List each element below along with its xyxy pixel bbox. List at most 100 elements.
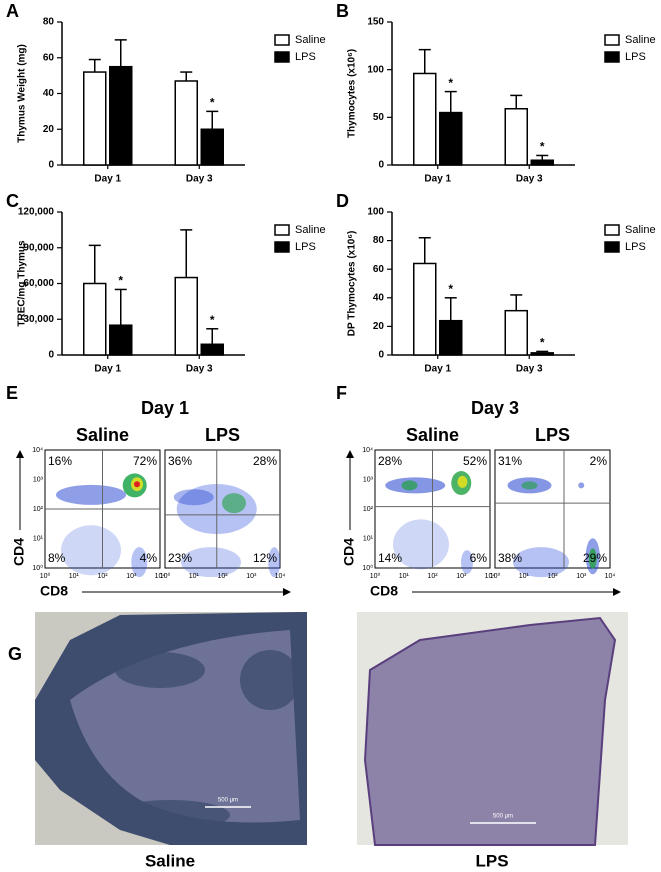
quadrant-percent: 2%: [590, 454, 608, 468]
x-tick-label: 10⁴: [485, 573, 496, 580]
plot-title: Saline: [406, 425, 459, 445]
cell-cluster: [578, 482, 585, 489]
y-axis-label: TREC/mg Thymus: [17, 240, 28, 327]
arrow-head: [16, 450, 24, 458]
x-tick-label: 10²: [547, 573, 558, 580]
quadrant-percent: 38%: [498, 551, 522, 565]
y-tick-label: 10²: [363, 506, 374, 513]
cell-cluster: [401, 480, 418, 491]
x-tick-label: 10⁰: [160, 572, 171, 580]
y-tick-label: 0: [378, 160, 384, 171]
y-axis-label: Thymocytes (x10⁶): [347, 49, 358, 138]
bar-chart: B Thymocytes (x10⁶) 0 50 100 150 Day 1 * Day 3 * S…: [336, 1, 656, 185]
significance-marker: *: [540, 140, 545, 154]
y-tick-label: 150: [367, 17, 384, 28]
x-tick-label: Day 3: [186, 174, 213, 185]
y-tick-label: 100: [367, 207, 384, 218]
y-tick-label: 60: [43, 52, 55, 63]
legend-swatch: [604, 224, 620, 236]
x-tick-label: Day 1: [424, 364, 451, 375]
plot-title: LPS: [205, 425, 240, 445]
cell-cluster: [461, 550, 473, 575]
y-axis-label: CD4: [341, 538, 357, 566]
significance-marker: *: [210, 313, 215, 327]
quadrant-percent: 36%: [168, 454, 192, 468]
significance-marker: *: [448, 282, 453, 296]
quadrant-percent: 12%: [253, 551, 277, 565]
bar: [439, 111, 463, 166]
y-tick-label: 80: [43, 17, 55, 28]
bar: [530, 352, 554, 356]
x-tick-label: 10¹: [189, 573, 200, 580]
x-tick-label: Day 1: [94, 174, 121, 185]
bar: [83, 71, 107, 166]
legend-label: Saline: [625, 34, 656, 46]
significance-marker: *: [540, 336, 545, 350]
x-tick-label: Day 3: [516, 174, 543, 185]
quadrant-percent: 6%: [470, 551, 488, 565]
x-tick-label: 10³: [246, 573, 257, 580]
panel-label: E: [6, 383, 18, 403]
histology-lps-image: [357, 612, 628, 846]
panel-label: D: [336, 191, 349, 211]
y-tick-label: 120,000: [18, 207, 55, 218]
legend-swatch: [604, 51, 620, 63]
bar: [200, 128, 224, 166]
plot-title: LPS: [535, 425, 570, 445]
quadrant-percent: 14%: [378, 551, 402, 565]
scale-bar-label: 500 μm: [493, 814, 513, 820]
x-tick-label: 10²: [427, 573, 438, 580]
x-tick-label: 10³: [126, 573, 137, 580]
bar: [174, 80, 198, 166]
bar: [504, 309, 528, 356]
y-tick-label: 0: [48, 350, 54, 361]
bar: [109, 324, 133, 356]
legend-swatch: [274, 241, 290, 253]
y-tick-label: 10⁴: [362, 447, 373, 454]
panel-label: F: [336, 383, 347, 403]
cell-cluster: [61, 525, 121, 576]
y-tick-label: 10²: [33, 506, 44, 513]
legend-swatch: [274, 51, 290, 63]
y-tick-label: 10³: [363, 476, 374, 483]
cell-cluster: [393, 519, 449, 570]
quadrant-percent: 16%: [48, 454, 72, 468]
cell-cluster: [268, 547, 281, 578]
y-axis-label: CD4: [11, 538, 27, 566]
cell-cluster: [513, 547, 569, 578]
flow-title: Day 1: [141, 398, 189, 418]
x-tick-label: 10⁰: [490, 572, 501, 580]
quadrant-percent: 8%: [48, 551, 66, 565]
cell-cluster: [131, 547, 148, 578]
x-axis-label: CD8: [370, 583, 398, 599]
y-tick-label: 10⁰: [32, 564, 43, 572]
legend-label: Saline: [625, 224, 656, 236]
panel-label: C: [6, 191, 19, 211]
bar: [413, 262, 437, 356]
arrow-head: [283, 588, 291, 596]
x-tick-label: 10⁰: [370, 572, 381, 580]
y-tick-label: 90,000: [23, 242, 54, 253]
cell-cluster: [56, 484, 126, 505]
significance-marker: *: [448, 76, 453, 90]
legend-label: Saline: [295, 34, 326, 46]
quadrant-percent: 23%: [168, 551, 192, 565]
panel-label: B: [336, 1, 349, 21]
bar: [174, 276, 198, 356]
cell-cluster: [181, 547, 241, 578]
bar-chart: D DP Thymocytes (x10⁶) 0 20 40 60 80 100 Day 1 * D…: [336, 191, 656, 375]
legend-label: LPS: [625, 241, 646, 253]
bar: [83, 282, 107, 356]
y-tick-label: 50: [373, 112, 385, 123]
cell-cluster: [173, 489, 214, 506]
significance-marker: *: [210, 96, 215, 110]
plot-frame: [164, 449, 281, 569]
quadrant-percent: 52%: [463, 454, 487, 468]
histology-saline-image: [35, 612, 307, 845]
bar: [530, 159, 554, 166]
bar: [200, 343, 224, 356]
bar: [109, 65, 133, 166]
x-tick-label: 10⁴: [275, 573, 286, 580]
y-axis-label: DP Thymocytes (x10⁶): [347, 231, 358, 337]
